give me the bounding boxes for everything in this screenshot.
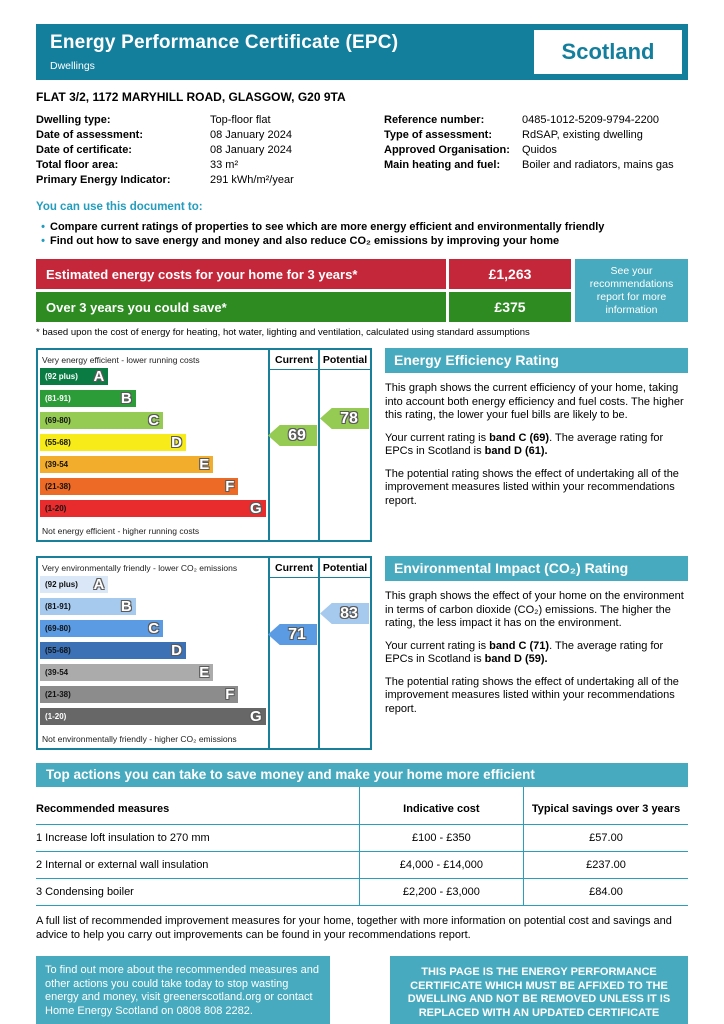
table-row-measure: 1 Increase loft insulation to 270 mm	[36, 825, 359, 852]
recommendations-note: See your recommendations report for more…	[575, 259, 688, 322]
energy-efficiency-chart: Very energy efficient - lower running co…	[36, 348, 372, 542]
detail-main-heating-fuel: Main heating and fuel: Boiler and radiat…	[384, 159, 674, 171]
section-heading: Environmental Impact (CO₂) Rating	[385, 556, 688, 581]
table-row-cost: £2,200 - £3,000	[358, 879, 524, 906]
section-potential-note: The potential rating shows the effect of…	[385, 675, 679, 715]
estimated-costs-value: £1,263	[449, 259, 571, 289]
detail-date-of-assessment: Date of assessment: 08 January 2024	[36, 129, 292, 141]
detail-date-of-certificate: Date of certificate: 08 January 2024	[36, 144, 292, 156]
current-rating-arrow: 69	[268, 425, 317, 446]
section-rating: Your current rating is band C (71). The …	[385, 639, 664, 666]
band-a: (92 plus) A	[40, 576, 109, 593]
bullet-icon: •	[41, 235, 45, 247]
col-header-cost: Indicative cost	[358, 787, 524, 825]
certificate-header: Energy Performance Certificate (EPC) Dwe…	[36, 24, 688, 80]
band-b: (81-91) B	[40, 598, 136, 615]
recommended-measures-table: Recommended measures Indicative cost Typ…	[36, 787, 688, 906]
page-subtitle: Dwellings	[50, 60, 95, 72]
potential-column-header: Potential	[320, 350, 370, 370]
detail-dwelling-type: Dwelling type: Top-floor flat	[36, 114, 271, 126]
estimated-costs-row: Estimated energy costs for your home for…	[36, 259, 571, 289]
chart-top-label: Very energy efficient - lower running co…	[42, 355, 200, 365]
top-actions-heading: Top actions you can take to save money a…	[36, 763, 688, 787]
chart-top-label: Very environmentally friendly - lower CO…	[42, 563, 238, 573]
band-g: (1-20) G	[40, 500, 266, 517]
table-row-measure: 3 Condensing boiler	[36, 879, 359, 906]
table-row-savings: £84.00	[523, 879, 688, 906]
table-row-savings: £237.00	[523, 852, 688, 879]
usage-heading: You can use this document to:	[36, 201, 203, 213]
detail-type-of-assessment: Type of assessment: RdSAP, existing dwel…	[384, 129, 643, 141]
current-column-header: Current	[270, 558, 318, 578]
table-row-measure: 2 Internal or external wall insulation	[36, 852, 359, 879]
potential-column-header: Potential	[320, 558, 370, 578]
energy-costs-banner: Estimated energy costs for your home for…	[36, 259, 688, 322]
detail-total-floor-area: Total floor area: 33 m²	[36, 159, 239, 171]
section-intro: This graph shows the current efficiency …	[385, 382, 684, 421]
region-badge: Scotland	[534, 30, 682, 74]
section-heading: Energy Efficiency Rating	[385, 348, 688, 373]
band-e: (39-54 E	[40, 664, 214, 681]
section-rating: Your current rating is band C (69). The …	[385, 431, 664, 458]
band-a: (92 plus) A	[40, 368, 109, 385]
band-c: (69-80) C	[40, 620, 164, 637]
section-potential-note: The potential rating shows the effect of…	[385, 467, 679, 507]
band-d: (55-68) D	[40, 434, 186, 451]
usage-bullet-2: • Find out how to save energy and money …	[36, 234, 688, 248]
potential-rating-arrow: 78	[320, 408, 369, 429]
environmental-impact-chart: Very environmentally friendly - lower CO…	[36, 556, 372, 750]
potential-savings-row: Over 3 years you could save* £375	[36, 292, 571, 322]
usage-bullet-1: • Compare current ratings of properties …	[36, 220, 688, 234]
chart-bottom-label: Not energy efficient - higher running co…	[42, 526, 200, 536]
chart-bottom-label: Not environmentally friendly - higher CO…	[42, 734, 237, 744]
usage-bullets: • Compare current ratings of properties …	[36, 220, 688, 248]
band-d: (55-68) D	[40, 642, 186, 659]
detail-primary-energy-indicator: Primary Energy Indicator: 291 kWh/m²/yea…	[36, 174, 294, 186]
table-row-cost: £100 - £350	[358, 825, 524, 852]
current-column-header: Current	[270, 350, 318, 370]
energy-efficiency-section: Energy Efficiency Rating This graph show…	[385, 348, 688, 542]
current-rating-arrow: 71	[268, 624, 317, 645]
bullet-icon: •	[41, 221, 45, 233]
property-details: Dwelling type: Top-floor flat Date of as…	[36, 113, 688, 188]
section-intro: This graph shows the effect of your home…	[385, 590, 684, 629]
col-header-measures: Recommended measures	[36, 787, 359, 825]
band-b: (81-91) B	[40, 390, 136, 407]
full-list-note: A full list of recommended improvement m…	[36, 915, 672, 941]
table-row-savings: £57.00	[523, 825, 688, 852]
potential-savings-value: £375	[449, 292, 571, 322]
costs-footnote: * based upon the cost of energy for heat…	[36, 327, 530, 338]
potential-rating-arrow: 83	[320, 603, 369, 624]
table-row-cost: £4,000 - £14,000	[358, 852, 524, 879]
property-address: FLAT 3/2, 1172 MARYHILL ROAD, GLASGOW, G…	[36, 90, 346, 104]
page-title: Energy Performance Certificate (EPC)	[50, 32, 399, 53]
band-c: (69-80) C	[40, 412, 164, 429]
detail-approved-organisation: Approved Organisation: Quidos	[384, 144, 557, 156]
find-out-more-box: To find out more about the recommended m…	[36, 956, 330, 1024]
band-g: (1-20) G	[40, 708, 266, 725]
band-e: (39-54 E	[40, 456, 214, 473]
detail-reference-number: Reference number: 0485-1012-5209-9794-22…	[384, 114, 660, 126]
band-f: (21-38) F	[40, 686, 239, 703]
col-header-savings: Typical savings over 3 years	[523, 787, 688, 825]
environmental-impact-section: Environmental Impact (CO₂) Rating This g…	[385, 556, 688, 750]
footer: To find out more about the recommended m…	[36, 956, 688, 1024]
band-f: (21-38) F	[40, 478, 239, 495]
affix-notice-box: THIS PAGE IS THE ENERGY PERFORMANCE CERT…	[390, 956, 688, 1024]
